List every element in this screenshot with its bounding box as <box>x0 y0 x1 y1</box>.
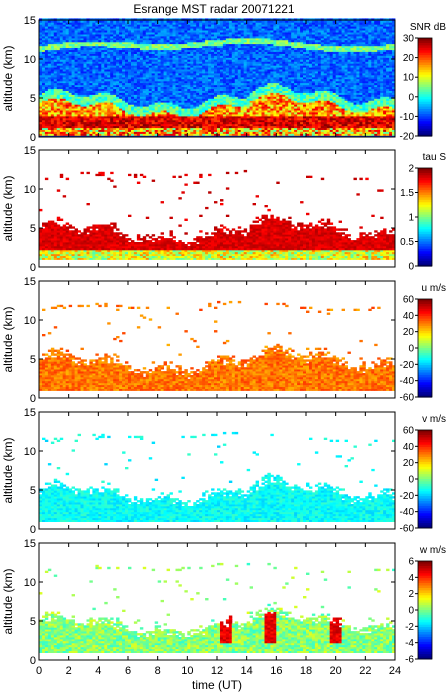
colorbar-tick-label: 30 <box>403 34 415 45</box>
y-tick-label: 15 <box>24 538 36 550</box>
colorbar-label: tau S <box>423 152 446 163</box>
colorbar-tick-label: 1.5 <box>400 188 414 199</box>
colorbar-tick-label: -2 <box>405 622 414 633</box>
y-tick-label: 15 <box>24 407 36 419</box>
x-tick-label: 22 <box>359 665 371 677</box>
y-axis-label: altitude (km) <box>1 45 15 111</box>
y-tick-label: 5 <box>30 93 36 105</box>
y-tick-label: 15 <box>24 145 36 157</box>
colorbar-tick-label: 40 <box>403 442 415 453</box>
colorbar-tick-label: 0 <box>408 606 414 617</box>
colorbar-tick-label: -6 <box>405 655 414 666</box>
y-tick-label: 10 <box>24 315 36 327</box>
x-tick-label: 0 <box>36 665 42 677</box>
colorbar-tick-label: -20 <box>400 491 415 502</box>
y-tick-label: 0 <box>30 132 36 144</box>
colorbar-tick-label: -40 <box>400 507 415 518</box>
colorbar-tick-label: -4 <box>405 638 414 649</box>
y-axis-label: altitude (km) <box>1 437 15 503</box>
colorbar-v: v m/s 60 40 20 0 -20 -40 -60 <box>400 414 446 535</box>
y-tick-label: 10 <box>24 577 36 589</box>
colorbar-tick-label: 10 <box>403 73 415 84</box>
colorbar-tick-label: 6 <box>408 557 414 568</box>
panel-tau: 0 5 10 15 altitude (km) tau S 2 1.5 1 0.5 0 <box>1 145 446 274</box>
colorbar-tick-label: -10 <box>400 112 415 123</box>
colorbar-tick-label: 0 <box>408 475 414 486</box>
x-tick-label: 16 <box>270 665 282 677</box>
colorbar-u: u m/s 60 40 20 0 -20 -40 -60 <box>400 283 446 404</box>
colorbar-tick-label: 20 <box>403 327 415 338</box>
colorbar-tick-label: -40 <box>400 376 415 387</box>
y-axis-label: altitude (km) <box>1 568 15 634</box>
x-axis-label: time (UT) <box>192 678 242 692</box>
x-tick-label: 10 <box>181 665 193 677</box>
colorbar-tick-label: 4 <box>408 573 414 584</box>
y-tick-label: 0 <box>30 393 36 405</box>
colorbar-tick-label: 0.5 <box>400 237 414 248</box>
y-tick-label: 5 <box>30 485 36 497</box>
y-tick-label: 10 <box>24 54 36 66</box>
x-tick-label: 12 <box>211 665 223 677</box>
x-tick-label: 24 <box>389 665 401 677</box>
colorbar-tick-label: -60 <box>400 393 415 404</box>
y-tick-label: 15 <box>24 15 36 27</box>
colorbar-tick-label: -20 <box>400 360 415 371</box>
colorbar-tick-label: 20 <box>403 458 415 469</box>
x-tick-label: 18 <box>300 665 312 677</box>
colorbar-tau: tau S 2 1.5 1 0.5 0 <box>400 152 446 273</box>
x-tick-label: 2 <box>66 665 72 677</box>
y-tick-label: 5 <box>30 223 36 235</box>
y-tick-label: 10 <box>24 184 36 196</box>
colorbar-tick-label: 2 <box>408 589 414 600</box>
panel-v: 0 5 10 15 altitude (km) v m/s 60 40 20 0 -20 -40 -60 <box>1 407 446 536</box>
y-tick-label: 15 <box>24 276 36 288</box>
colorbar-tick-label: 40 <box>403 311 415 322</box>
y-axis-label: altitude (km) <box>1 175 15 241</box>
x-tick-label: 14 <box>241 665 253 677</box>
colorbar-tick-label: 60 <box>403 295 415 306</box>
colorbar-tick-label: 0 <box>408 92 414 103</box>
x-tick-label: 4 <box>95 665 101 677</box>
colorbar-tick-label: 0 <box>408 262 414 273</box>
x-tick-label: 20 <box>330 665 342 677</box>
colorbar-w: w m/s 6 4 2 0 -2 -4 -6 <box>405 545 446 666</box>
y-tick-label: 0 <box>30 524 36 536</box>
y-axis-label: altitude (km) <box>1 306 15 372</box>
colorbar-label: SNR dB <box>410 22 446 33</box>
colorbar-tick-label: 20 <box>403 53 415 64</box>
colorbar-label: u m/s <box>422 283 446 294</box>
colorbar-tick-label: 2 <box>408 164 414 175</box>
colorbar-tick-label: -60 <box>400 524 415 535</box>
colorbar-tick-label: 1 <box>408 213 414 224</box>
colorbar-label: v m/s <box>422 414 446 425</box>
y-tick-label: 5 <box>30 616 36 628</box>
panel-u: 0 5 10 15 altitude (km) u m/s 60 40 20 0 -20 -40 -60 <box>1 276 446 405</box>
figure-title: Esrange MST radar 20071221 <box>133 2 295 16</box>
colorbar-tick-label: 0 <box>408 344 414 355</box>
y-tick-label: 5 <box>30 354 36 366</box>
colorbar-tick-label: 60 <box>403 426 415 437</box>
colorbar-tick-label: -20 <box>400 132 415 143</box>
colorbar-label: w m/s <box>419 545 446 556</box>
x-tick-label: 6 <box>125 665 131 677</box>
y-tick-label: 0 <box>30 262 36 274</box>
heatmap-cells <box>39 18 395 135</box>
x-tick-label: 8 <box>155 665 161 677</box>
y-tick-label: 10 <box>24 446 36 458</box>
